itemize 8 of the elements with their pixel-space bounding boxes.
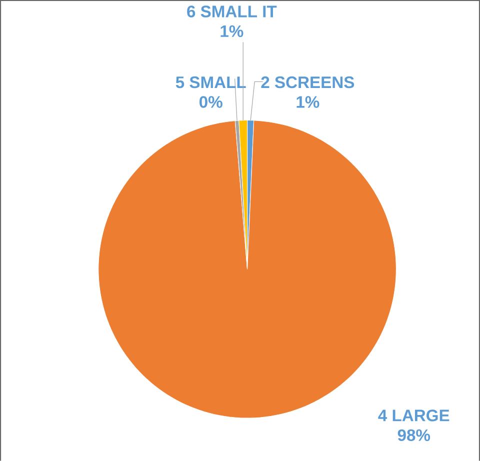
slice-label: 5 SMALL — [176, 76, 246, 88]
slice-label: 4 LARGE — [378, 409, 450, 422]
slice-label: 6 SMALL IT — [187, 6, 277, 18]
data-label: 98% — [398, 429, 430, 441]
slice-label: 2 SCREENS — [261, 76, 354, 88]
data-label: 0% — [200, 96, 222, 108]
data-label: 1% — [296, 96, 320, 108]
data-label: 1% — [220, 25, 244, 37]
